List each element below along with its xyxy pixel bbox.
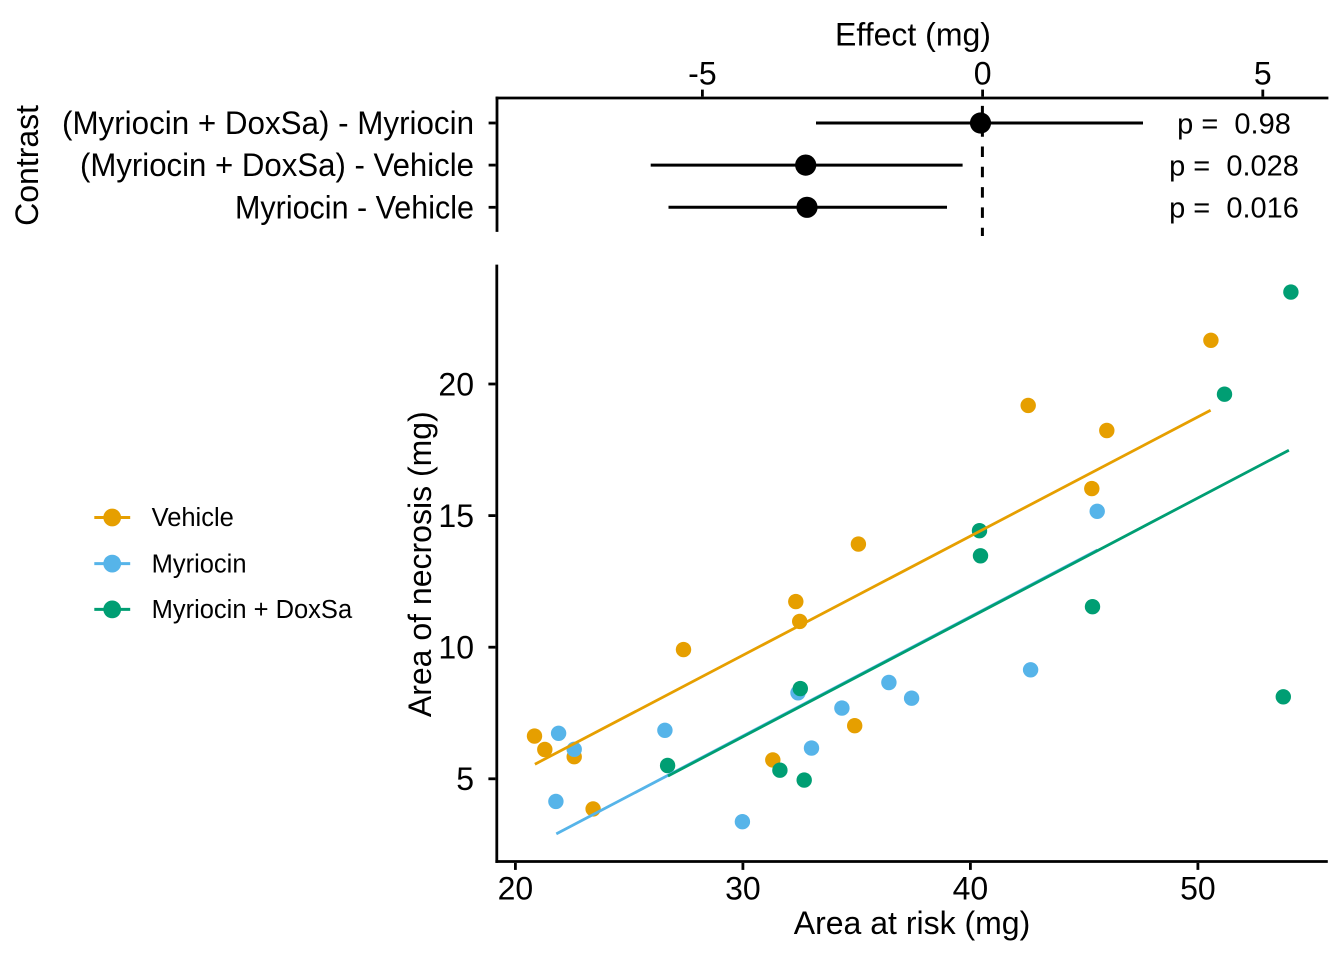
svg-text:20: 20	[498, 871, 534, 907]
svg-text:50: 50	[1180, 871, 1216, 907]
svg-text:Effect (mg): Effect (mg)	[835, 17, 991, 53]
svg-text:30: 30	[725, 871, 761, 907]
svg-text:5: 5	[1254, 56, 1272, 92]
svg-text:Myriocin + DoxSa: Myriocin + DoxSa	[152, 596, 353, 624]
svg-text:5: 5	[456, 761, 474, 797]
svg-text:Area of necrosis (mg): Area of necrosis (mg)	[402, 411, 438, 717]
svg-text:Area at risk (mg): Area at risk (mg)	[794, 905, 1030, 941]
svg-text:p = 0.028: p = 0.028	[1169, 151, 1299, 183]
svg-text:40: 40	[953, 871, 989, 907]
svg-text:p = 0.016: p = 0.016	[1169, 193, 1299, 225]
svg-text:p = 0.98: p = 0.98	[1177, 108, 1291, 140]
svg-text:0: 0	[974, 56, 992, 92]
svg-text:-5: -5	[688, 56, 716, 92]
svg-text:Contrast: Contrast	[9, 105, 45, 226]
svg-text:20: 20	[438, 366, 474, 402]
svg-text:(Myriocin + DoxSa) - Vehicle: (Myriocin + DoxSa) - Vehicle	[80, 147, 474, 183]
svg-text:10: 10	[438, 630, 474, 666]
svg-text:Vehicle: Vehicle	[152, 504, 234, 532]
svg-text:Myriocin - Vehicle: Myriocin - Vehicle	[235, 189, 474, 225]
svg-text:15: 15	[438, 498, 474, 534]
svg-text:(Myriocin + DoxSa) - Myriocin: (Myriocin + DoxSa) - Myriocin	[62, 105, 474, 141]
svg-text:Myriocin: Myriocin	[152, 550, 247, 578]
